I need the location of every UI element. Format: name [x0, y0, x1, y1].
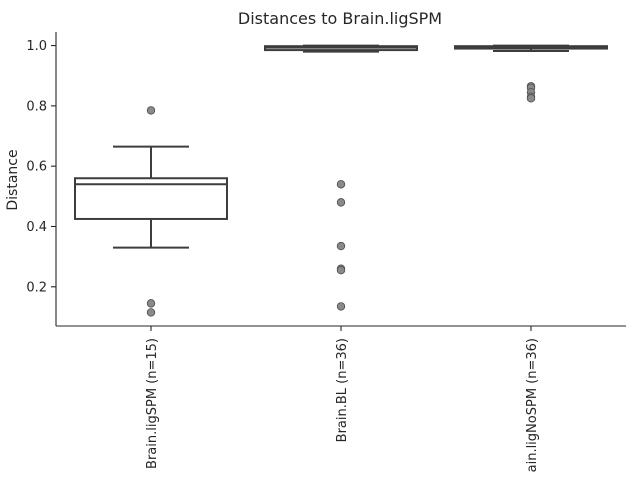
x-tick-label: Brain.BL (n=36): [335, 338, 350, 442]
outlier-point: [336, 266, 346, 275]
outlier-point: [146, 299, 156, 308]
y-tick-label: 1.0: [26, 39, 47, 54]
chart-title: Distances to Brain.ligSPM: [238, 9, 442, 28]
y-tick-label: 0.8: [26, 99, 47, 114]
y-tick-label: 0.4: [26, 220, 47, 235]
outlier-point: [146, 106, 156, 115]
chart-marks: 0.2 0.4 0.6 0.8 1.0 Brain.ligSPM (n=15) Brain.…: [26, 39, 608, 472]
outlier-point: [526, 94, 536, 103]
x-tick-label: Brain.ligSPM (n=15): [145, 338, 160, 469]
outlier-point: [146, 308, 156, 317]
x-tick-label: ain.ligNoSPM (n=36): [525, 338, 540, 472]
outlier-point: [336, 198, 346, 207]
outlier-point: [336, 302, 346, 311]
y-tick-label: 0.2: [26, 280, 47, 295]
y-tick-label: 0.6: [26, 160, 47, 175]
outlier-point: [336, 241, 346, 251]
outlier-point: [336, 180, 346, 189]
y-axis-label: Distance: [5, 149, 21, 210]
